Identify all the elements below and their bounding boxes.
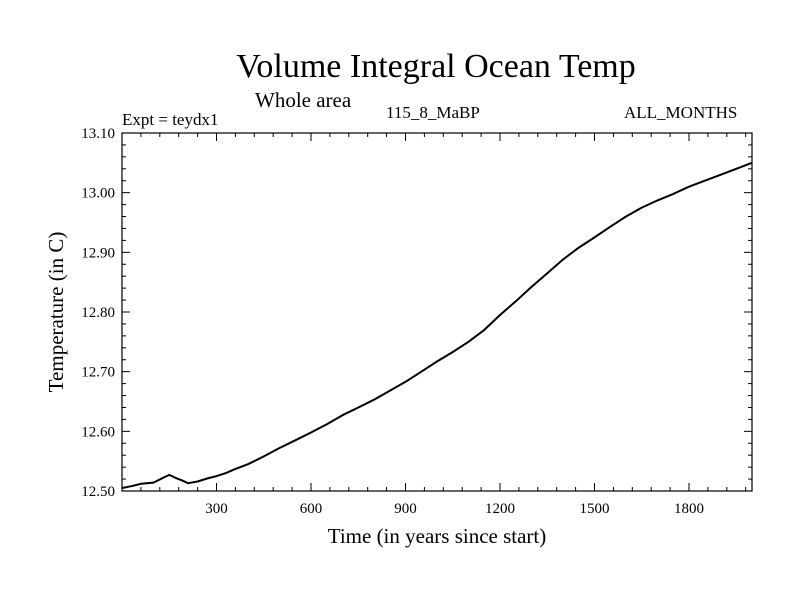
x-tick-label: 900: [394, 501, 417, 517]
x-axis-label: Time (in years since start): [328, 524, 547, 548]
x-tick-label: 1500: [580, 501, 610, 517]
x-tick-label: 600: [300, 501, 323, 517]
y-tick-label: 12.50: [81, 484, 115, 500]
experiment-label: Expt = teydx1: [122, 110, 219, 129]
chart-subtitle: Whole area: [255, 88, 352, 112]
chart-title: Volume Integral Ocean Temp: [236, 48, 636, 85]
x-tick-label: 1200: [485, 501, 515, 517]
temperature-series-line: [121, 161, 753, 489]
y-tick-label: 12.90: [81, 245, 115, 261]
x-tick-label: 300: [205, 501, 228, 517]
y-tick-label: 12.80: [81, 305, 115, 321]
x-tick-label: 1800: [674, 501, 704, 517]
period-label: 115_8_MaBP: [386, 103, 480, 122]
season-label: ALL_MONTHS: [624, 103, 738, 122]
y-tick-label: 13.10: [81, 126, 115, 142]
y-axis-label: Temperature (in C): [44, 232, 68, 393]
y-tick-label: 13.00: [81, 186, 115, 202]
y-tick-label: 12.60: [81, 424, 115, 440]
y-tick-label: 12.70: [81, 365, 115, 381]
plot-frame: [121, 132, 753, 492]
